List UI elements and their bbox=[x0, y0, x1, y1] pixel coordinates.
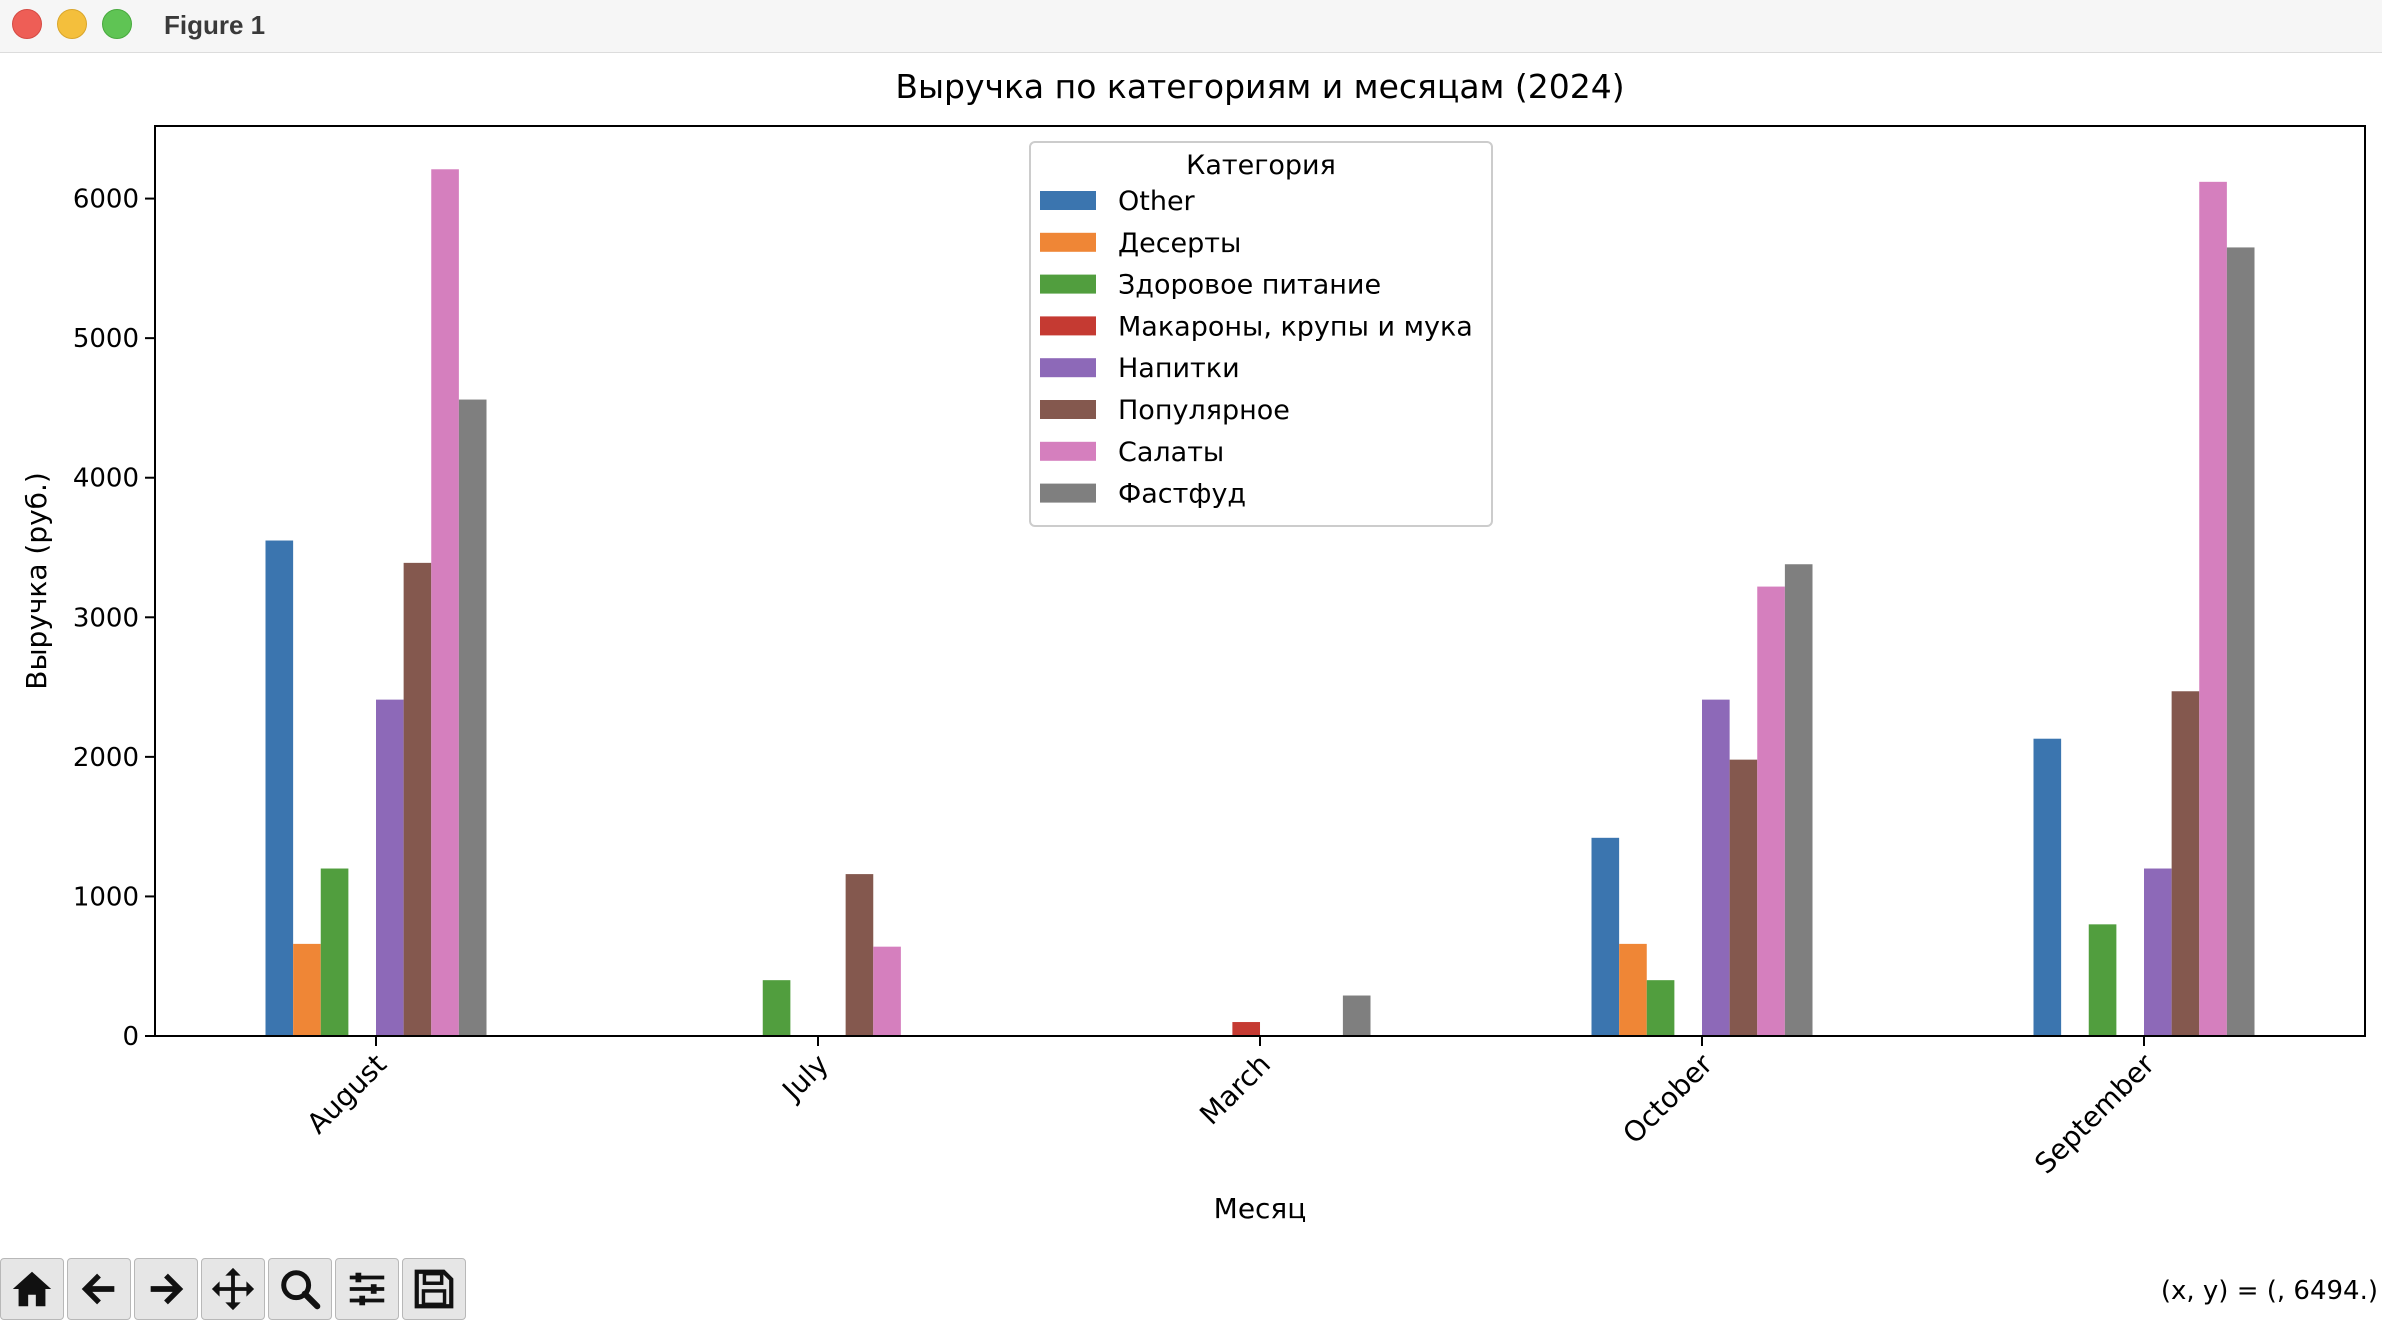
bar-august-1 bbox=[293, 943, 321, 1036]
legend-swatch bbox=[1040, 274, 1096, 294]
legend-swatch bbox=[1040, 400, 1096, 419]
y-tick-label: 0 bbox=[122, 1022, 139, 1052]
bar-chart: Выручка по категориям и месяцам (2024) 0… bbox=[20, 67, 2366, 1225]
bar-august-7 bbox=[458, 399, 487, 1036]
bar-march-3 bbox=[1232, 1022, 1261, 1036]
window-title: Figure 1 bbox=[164, 10, 266, 40]
y-axis-label: Выручка (руб.) bbox=[20, 472, 53, 690]
bar-august-5 bbox=[403, 562, 432, 1036]
x-tick-label: July bbox=[775, 1048, 835, 1108]
bar-july-2 bbox=[762, 980, 791, 1036]
close-button[interactable] bbox=[12, 9, 42, 39]
x-tick-label: August bbox=[300, 1048, 393, 1141]
bar-september-6 bbox=[2199, 181, 2227, 1036]
y-tick-label: 3000 bbox=[73, 603, 139, 633]
legend-label: Десерты bbox=[1118, 228, 1241, 259]
bar-october-5 bbox=[1729, 759, 1758, 1036]
forward-arrow-icon bbox=[150, 1273, 184, 1305]
zoom-button[interactable] bbox=[268, 1258, 332, 1320]
pan-icon bbox=[211, 1267, 255, 1311]
bar-october-2 bbox=[1646, 980, 1675, 1036]
legend-swatch bbox=[1040, 232, 1096, 252]
configure-subplots-button[interactable] bbox=[335, 1258, 399, 1320]
legend-swatch bbox=[1040, 358, 1096, 378]
legend-label: Здоровое питание bbox=[1118, 270, 1381, 301]
bar-october-0 bbox=[1591, 837, 1620, 1036]
x-axis-label: Месяц bbox=[1214, 1192, 1307, 1225]
legend-label: Other bbox=[1118, 186, 1196, 217]
x-tick-label: September bbox=[2028, 1047, 2161, 1180]
pan-button[interactable] bbox=[201, 1258, 265, 1320]
legend-label: Напитки bbox=[1118, 353, 1240, 384]
bar-september-2 bbox=[2088, 924, 2117, 1036]
legend-swatch bbox=[1040, 191, 1096, 210]
save-button[interactable] bbox=[402, 1258, 466, 1320]
maximize-button[interactable] bbox=[102, 9, 132, 39]
chart-title: Выручка по категориям и месяцам (2024) bbox=[895, 67, 1624, 106]
x-tick-label: March bbox=[1193, 1048, 1277, 1132]
bar-july-6 bbox=[873, 946, 901, 1036]
home-icon bbox=[12, 1271, 52, 1307]
bar-october-7 bbox=[1784, 564, 1813, 1036]
legend: Категория Other Десерты Здоровое питание Мак… bbox=[1029, 141, 1493, 527]
navigation-toolbar bbox=[0, 1256, 2382, 1320]
legend-box bbox=[1029, 141, 1493, 527]
save-icon bbox=[414, 1269, 454, 1309]
y-tick-label: 4000 bbox=[73, 464, 139, 494]
y-tick-label: 5000 bbox=[73, 324, 139, 354]
y-axis: 0 1000 2000 3000 4000 5000 6000 bbox=[73, 185, 155, 1052]
legend-swatch bbox=[1040, 441, 1096, 461]
legend-label: Салаты bbox=[1118, 437, 1224, 468]
bar-august-4 bbox=[376, 699, 404, 1036]
window-titlebar: Figure 1 bbox=[0, 0, 2382, 53]
bar-september-0 bbox=[2033, 738, 2062, 1036]
bar-august-6 bbox=[431, 169, 459, 1036]
forward-button[interactable] bbox=[134, 1258, 198, 1320]
bar-september-7 bbox=[2226, 247, 2255, 1036]
back-button[interactable] bbox=[67, 1258, 131, 1320]
bar-september-5 bbox=[2171, 691, 2200, 1036]
x-axis: August July March October September bbox=[300, 1036, 2161, 1180]
bars-group bbox=[265, 169, 2255, 1036]
legend-label: Макароны, крупы и мука bbox=[1118, 311, 1473, 342]
bar-october-4 bbox=[1702, 699, 1730, 1036]
zoom-icon bbox=[281, 1270, 321, 1310]
x-tick-label: October bbox=[1616, 1047, 1719, 1150]
y-tick-label: 1000 bbox=[73, 882, 139, 912]
home-button[interactable] bbox=[0, 1258, 64, 1320]
y-tick-label: 2000 bbox=[73, 743, 139, 773]
bar-august-2 bbox=[320, 868, 349, 1036]
legend-swatch bbox=[1040, 483, 1096, 503]
bar-march-7 bbox=[1342, 995, 1371, 1036]
legend-swatch bbox=[1040, 316, 1096, 336]
configure-subplots-icon bbox=[349, 1272, 385, 1306]
y-tick-label: 6000 bbox=[73, 185, 139, 215]
back-arrow-icon bbox=[81, 1273, 115, 1305]
bar-july-5 bbox=[845, 874, 874, 1036]
bar-september-4 bbox=[2144, 868, 2172, 1036]
minimize-button[interactable] bbox=[57, 9, 87, 39]
bar-august-0 bbox=[265, 540, 294, 1036]
legend-title: Категория bbox=[1186, 150, 1336, 181]
bar-october-6 bbox=[1757, 586, 1785, 1036]
cursor-coordinates: (x, y) = (, 6494.) bbox=[2160, 1276, 2378, 1306]
bar-october-1 bbox=[1619, 943, 1647, 1036]
legend-label: Популярное bbox=[1118, 395, 1290, 426]
legend-label: Фастфуд bbox=[1118, 479, 1246, 510]
